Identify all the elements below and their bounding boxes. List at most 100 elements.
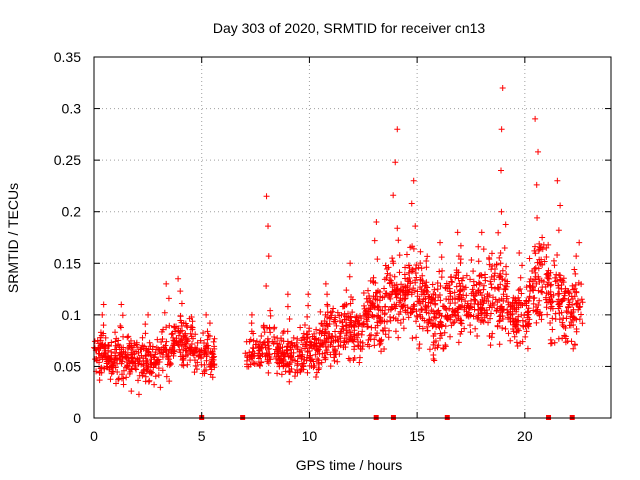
data-point [454, 229, 461, 236]
data-point [180, 362, 187, 369]
data-point [438, 254, 445, 261]
data-point [463, 311, 470, 318]
data-point [322, 326, 329, 333]
data-point [480, 318, 487, 325]
data-point [524, 321, 531, 328]
data-point [437, 297, 444, 304]
data-point [278, 335, 285, 342]
data-point [430, 351, 437, 358]
data-point [413, 334, 420, 341]
data-point [497, 312, 504, 319]
data-point [493, 261, 500, 268]
data-point [274, 359, 281, 366]
data-point [159, 336, 166, 343]
data-point [409, 335, 416, 342]
data-point [283, 346, 290, 353]
data-point [347, 300, 354, 307]
data-point [416, 345, 423, 352]
data-point [159, 353, 166, 360]
data-point [532, 243, 539, 250]
data-point [534, 214, 541, 221]
data-point [500, 291, 507, 298]
data-point [101, 365, 108, 372]
data-point [160, 344, 167, 351]
data-point [436, 268, 443, 275]
data-point [175, 325, 182, 332]
data-point [179, 356, 186, 363]
data-point [539, 261, 546, 268]
data-point [496, 341, 503, 348]
data-point [374, 322, 381, 329]
data-point [150, 361, 157, 368]
data-point [175, 275, 182, 282]
data-point [259, 350, 266, 357]
data-point [253, 338, 260, 345]
data-point [395, 334, 402, 341]
data-point [140, 362, 147, 369]
data-point [468, 256, 475, 263]
data-point [179, 327, 186, 334]
data-point [457, 330, 464, 337]
data-point [519, 262, 526, 269]
data-point [496, 317, 503, 324]
data-point [566, 290, 573, 297]
data-point [573, 300, 580, 307]
data-point [533, 280, 540, 287]
data-point [425, 310, 432, 317]
data-point [486, 261, 493, 268]
data-point [109, 368, 116, 375]
data-point [168, 331, 175, 338]
data-point [335, 338, 342, 345]
data-point [135, 349, 142, 356]
data-point [377, 337, 384, 344]
y-tick-labels: 0 0.05 0.1 0.15 0.2 0.25 0.3 0.35 [54, 49, 81, 426]
data-point [449, 279, 456, 286]
data-point [452, 312, 459, 319]
data-point [277, 344, 284, 351]
data-point [503, 271, 510, 278]
data-point [533, 181, 540, 188]
data-point [248, 311, 255, 318]
data-point [98, 332, 105, 339]
data-point [397, 319, 404, 326]
data-point [381, 303, 388, 310]
data-point [467, 303, 474, 310]
data-point [398, 281, 405, 288]
data-point [558, 298, 565, 305]
data-point [513, 318, 520, 325]
data-point [151, 381, 158, 388]
data-point [419, 315, 426, 322]
data-point [474, 315, 481, 322]
data-point [158, 328, 165, 335]
data-point [562, 285, 569, 292]
x-tick-label: 0 [90, 428, 98, 444]
data-point [461, 304, 468, 311]
data-point [329, 308, 336, 315]
data-point [531, 276, 538, 283]
data-point [364, 341, 371, 348]
data-point [392, 159, 399, 166]
data-point [158, 349, 165, 356]
data-point [315, 357, 322, 364]
data-point [129, 351, 136, 358]
data-point [463, 312, 470, 319]
data-point [499, 276, 506, 283]
data-point [321, 332, 328, 339]
data-point [512, 295, 519, 302]
data-point [555, 227, 562, 234]
data-point [480, 282, 487, 289]
data-point [413, 318, 420, 325]
data-point [258, 332, 265, 339]
data-point [355, 323, 362, 330]
data-point [279, 358, 286, 365]
data-point [183, 335, 190, 342]
data-point [192, 362, 199, 369]
data-point [142, 321, 149, 328]
data-point [400, 325, 407, 332]
data-point [108, 339, 115, 346]
y-tick-label: 0.05 [54, 358, 81, 374]
data-point [274, 350, 281, 357]
data-point [328, 339, 335, 346]
data-point [429, 281, 436, 288]
